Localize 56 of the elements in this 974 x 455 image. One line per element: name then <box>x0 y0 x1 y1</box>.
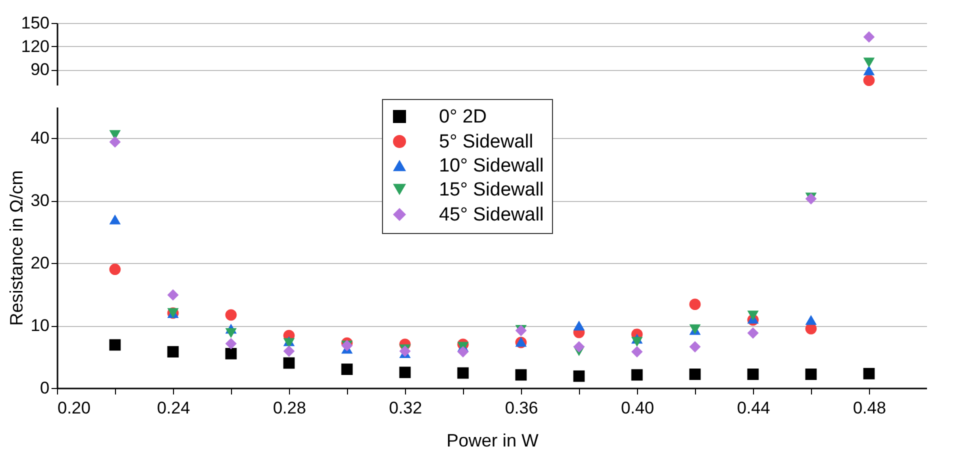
point <box>805 315 817 325</box>
point <box>573 370 585 382</box>
x-tick-label: 0.24 <box>156 398 190 418</box>
y-tick-label: 0 <box>40 378 50 398</box>
x-tick-label: 0.20 <box>58 398 91 418</box>
legend-label: 45° Sidewall <box>439 204 544 226</box>
legend-label: 15° Sidewall <box>439 180 544 200</box>
point <box>631 369 643 381</box>
y-tick-label: 90 <box>30 60 50 79</box>
point <box>225 348 237 360</box>
point <box>457 367 469 379</box>
point <box>109 214 121 224</box>
x-tick-label: 0.36 <box>504 398 538 418</box>
point <box>689 341 701 352</box>
x-tick-label: 0.32 <box>388 398 422 418</box>
point <box>283 357 295 369</box>
legend-label: 0° 2D <box>439 106 487 128</box>
point <box>167 289 179 301</box>
point <box>167 346 179 358</box>
point <box>109 136 121 148</box>
point <box>109 339 121 351</box>
point <box>747 368 759 380</box>
point <box>399 345 411 357</box>
point <box>863 368 875 380</box>
point <box>225 338 237 350</box>
y-tick-label: 10 <box>30 316 50 336</box>
point <box>747 310 759 320</box>
point <box>457 346 469 358</box>
point <box>747 327 759 339</box>
x-tick-label: 0.28 <box>272 398 306 418</box>
x-tick-label: 0.44 <box>736 398 770 418</box>
x-tick-label: 0.40 <box>620 398 654 418</box>
point <box>689 368 701 380</box>
x-axis-title: Power in W <box>446 430 539 450</box>
point <box>515 369 527 381</box>
point <box>805 368 817 380</box>
point <box>341 364 353 375</box>
point <box>689 298 701 310</box>
y-tick-label: 20 <box>30 254 50 273</box>
legend-label: 10° Sidewall <box>439 156 544 176</box>
point <box>573 320 585 330</box>
point <box>225 328 237 338</box>
y-tick-label: 40 <box>30 128 50 148</box>
point <box>631 346 643 358</box>
point <box>225 309 237 321</box>
y-tick-label: 120 <box>21 36 50 56</box>
y-axis-title: Resistance in Ω/cm <box>6 170 27 326</box>
point <box>631 336 643 347</box>
y-tick-label: 150 <box>21 14 50 32</box>
y-tick-label: 30 <box>30 191 50 210</box>
point <box>399 366 411 378</box>
point <box>573 341 585 352</box>
legend-label: 5° Sidewall <box>439 132 534 152</box>
point <box>283 345 295 357</box>
point <box>109 264 121 276</box>
x-tick-label: 0.48 <box>852 398 886 418</box>
